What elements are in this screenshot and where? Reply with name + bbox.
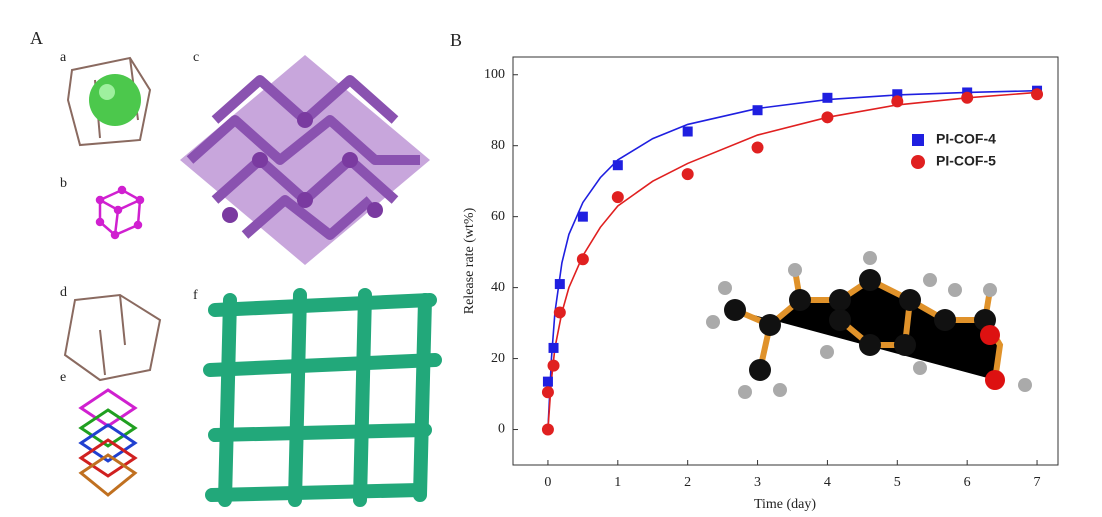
y-tick-label: 60 bbox=[491, 209, 505, 224]
y-tick-label: 20 bbox=[491, 351, 505, 366]
background bbox=[0, 0, 1102, 517]
y-axis-label: Release rate (wt%) bbox=[462, 207, 477, 314]
data-point bbox=[1031, 88, 1043, 100]
data-point bbox=[683, 127, 693, 137]
panel-label: e bbox=[60, 370, 66, 385]
data-point bbox=[612, 191, 624, 203]
y-tick-label: 40 bbox=[491, 280, 505, 295]
panel-label: a bbox=[60, 50, 67, 65]
x-tick-label: 2 bbox=[684, 475, 691, 490]
x-tick-label: 5 bbox=[894, 475, 901, 490]
data-point bbox=[891, 95, 903, 107]
legend-marker bbox=[912, 134, 924, 146]
x-tick-label: 3 bbox=[754, 475, 761, 490]
x-tick-label: 0 bbox=[544, 475, 551, 490]
data-point bbox=[548, 360, 560, 372]
panel-label: f bbox=[193, 288, 198, 303]
y-tick-label: 100 bbox=[484, 67, 505, 82]
data-point bbox=[613, 160, 623, 170]
data-point bbox=[822, 93, 832, 103]
data-point bbox=[542, 424, 554, 436]
figure: A a b c d e f B bbox=[0, 0, 1102, 517]
y-tick-label: 80 bbox=[491, 138, 505, 153]
data-point bbox=[542, 386, 554, 398]
data-point bbox=[682, 168, 694, 180]
data-point bbox=[555, 279, 565, 289]
panel-label: d bbox=[60, 285, 67, 300]
data-point bbox=[753, 105, 763, 115]
data-point bbox=[821, 111, 833, 123]
panel-label: c bbox=[193, 50, 199, 65]
x-tick-label: 7 bbox=[1034, 475, 1041, 490]
data-point bbox=[578, 212, 588, 222]
panel-label: b bbox=[60, 176, 67, 191]
legend-label: PI-COF-4 bbox=[936, 131, 996, 147]
data-point bbox=[577, 253, 589, 265]
legend-label: PI-COF-5 bbox=[936, 153, 996, 169]
legend-marker bbox=[911, 155, 925, 169]
data-point bbox=[752, 141, 764, 153]
x-axis-label: Time (day) bbox=[754, 497, 816, 512]
y-tick-label: 0 bbox=[498, 422, 505, 437]
panel-label: B bbox=[450, 30, 462, 50]
data-point bbox=[554, 306, 566, 318]
x-tick-label: 1 bbox=[614, 475, 621, 490]
data-point bbox=[543, 377, 553, 387]
x-tick-label: 6 bbox=[964, 475, 971, 490]
panel-label: A bbox=[30, 28, 43, 48]
x-tick-label: 4 bbox=[824, 475, 831, 490]
data-point bbox=[549, 343, 559, 353]
data-point bbox=[961, 92, 973, 104]
